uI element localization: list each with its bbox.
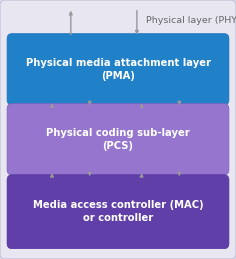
FancyBboxPatch shape: [7, 34, 229, 105]
Text: Physical layer (PHY): Physical layer (PHY): [146, 16, 236, 25]
FancyBboxPatch shape: [7, 175, 229, 249]
Text: Media access controller (MAC)
or controller: Media access controller (MAC) or control…: [33, 200, 203, 223]
FancyBboxPatch shape: [7, 104, 229, 175]
Text: Physical media attachment layer
(PMA): Physical media attachment layer (PMA): [25, 58, 211, 81]
Text: Physical coding sub-layer
(PCS): Physical coding sub-layer (PCS): [46, 128, 190, 151]
